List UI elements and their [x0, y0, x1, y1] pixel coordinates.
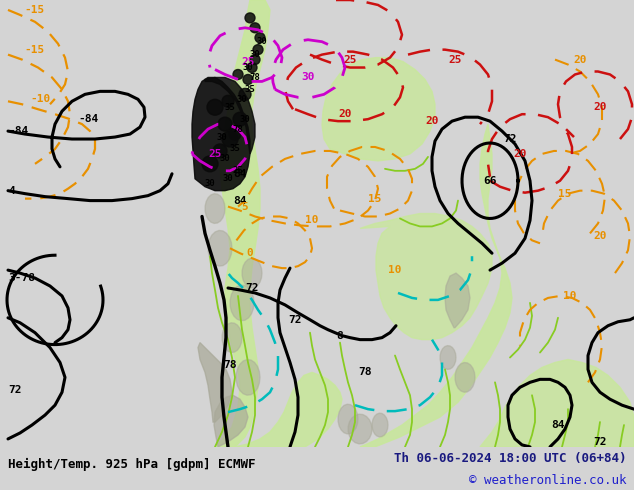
Circle shape: [245, 13, 255, 23]
Text: 25: 25: [343, 54, 357, 65]
Circle shape: [222, 96, 234, 107]
Text: 10: 10: [563, 291, 577, 301]
Text: 66: 66: [483, 176, 497, 186]
Circle shape: [207, 99, 223, 115]
Circle shape: [202, 156, 218, 172]
Text: -84: -84: [8, 126, 29, 136]
Polygon shape: [322, 58, 435, 161]
Text: -10: -10: [30, 94, 50, 104]
Polygon shape: [455, 363, 475, 392]
Polygon shape: [222, 323, 242, 352]
Text: 20: 20: [593, 231, 607, 242]
Text: 4: 4: [8, 186, 15, 196]
Text: 15: 15: [559, 189, 572, 198]
Text: 78: 78: [250, 73, 261, 82]
Polygon shape: [208, 230, 232, 266]
Circle shape: [243, 74, 253, 84]
Polygon shape: [192, 77, 250, 191]
Polygon shape: [236, 360, 260, 395]
Circle shape: [229, 128, 241, 140]
Text: 30: 30: [240, 115, 250, 123]
Text: © weatheronline.co.uk: © weatheronline.co.uk: [469, 474, 626, 487]
Text: 72: 72: [245, 283, 259, 293]
Text: -15: -15: [25, 5, 45, 15]
Text: 72: 72: [593, 437, 607, 447]
Circle shape: [233, 70, 243, 79]
Text: 30: 30: [219, 154, 230, 163]
Circle shape: [213, 144, 227, 158]
Text: 20: 20: [425, 116, 439, 126]
Text: 30: 30: [205, 179, 216, 188]
Text: 35: 35: [230, 145, 240, 153]
Text: 25: 25: [448, 54, 462, 65]
Text: 15: 15: [368, 194, 382, 204]
Text: 78: 78: [358, 368, 372, 377]
Polygon shape: [242, 258, 262, 288]
Circle shape: [253, 45, 263, 54]
Polygon shape: [230, 285, 254, 320]
Text: 30: 30: [217, 132, 228, 142]
Text: 35: 35: [224, 103, 235, 112]
Text: -84: -84: [78, 114, 98, 124]
Circle shape: [233, 112, 247, 126]
Text: 30: 30: [236, 95, 247, 104]
Polygon shape: [215, 372, 342, 447]
Polygon shape: [348, 414, 372, 444]
Polygon shape: [205, 77, 255, 154]
Text: 20: 20: [339, 109, 352, 119]
Text: 78: 78: [223, 361, 236, 370]
Polygon shape: [198, 343, 232, 422]
Polygon shape: [338, 404, 358, 434]
Text: 84: 84: [233, 169, 247, 179]
Text: 8: 8: [337, 331, 344, 341]
Text: Height/Temp. 925 hPa [gdpm] ECMWF: Height/Temp. 925 hPa [gdpm] ECMWF: [8, 458, 255, 471]
Text: 25: 25: [208, 149, 222, 159]
Text: 30: 30: [257, 37, 268, 46]
Text: 72: 72: [8, 385, 22, 395]
Text: 84: 84: [233, 196, 247, 206]
Text: 35: 35: [245, 85, 256, 94]
Text: 30: 30: [223, 174, 233, 183]
Text: 20: 20: [514, 149, 527, 159]
Text: 5: 5: [242, 201, 249, 212]
Circle shape: [250, 23, 260, 33]
Text: 30: 30: [250, 50, 261, 59]
Text: 30: 30: [243, 63, 254, 72]
Circle shape: [218, 117, 232, 131]
Text: 20: 20: [593, 102, 607, 112]
Text: 20: 20: [573, 54, 586, 65]
Text: 10: 10: [305, 216, 319, 225]
Text: 78: 78: [233, 124, 243, 134]
Text: -15: -15: [25, 45, 45, 55]
Polygon shape: [445, 273, 470, 328]
Text: Th 06-06-2024 18:00 UTC (06+84): Th 06-06-2024 18:00 UTC (06+84): [394, 452, 626, 466]
Text: 25: 25: [242, 56, 255, 67]
Circle shape: [255, 33, 265, 43]
Polygon shape: [205, 194, 225, 223]
Text: 10: 10: [388, 265, 402, 275]
Text: 0: 0: [247, 248, 254, 258]
Text: 3-78: 3-78: [8, 273, 35, 283]
Polygon shape: [480, 360, 634, 447]
Polygon shape: [360, 124, 512, 447]
Text: 25: 25: [233, 166, 243, 175]
Text: 30: 30: [301, 73, 314, 82]
Text: 84: 84: [551, 420, 565, 430]
Polygon shape: [360, 214, 492, 340]
Polygon shape: [215, 0, 270, 447]
Polygon shape: [372, 413, 388, 437]
Circle shape: [239, 88, 251, 100]
Text: 72: 72: [503, 134, 517, 144]
Circle shape: [222, 131, 238, 147]
Circle shape: [247, 63, 257, 73]
Polygon shape: [440, 345, 456, 369]
Text: 72: 72: [288, 315, 302, 325]
Polygon shape: [214, 395, 248, 447]
Circle shape: [250, 54, 260, 65]
